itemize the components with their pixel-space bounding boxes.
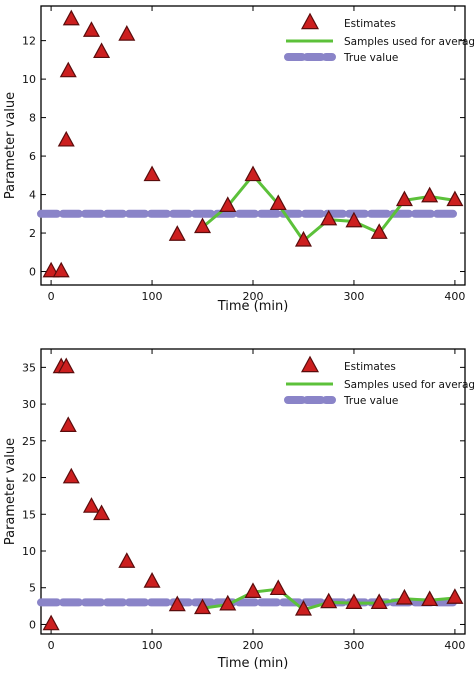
y-tick-label: 0 <box>29 266 36 279</box>
y-tick-label: 4 <box>29 189 36 202</box>
estimate-point <box>294 230 312 247</box>
estimate-point <box>320 209 338 226</box>
estimate-point <box>395 190 413 207</box>
estimate-point <box>42 614 60 631</box>
estimate-point <box>62 9 80 26</box>
y-tick-label: 10 <box>22 545 36 558</box>
estimate-point <box>42 261 60 278</box>
legend-estimates-marker <box>300 355 320 373</box>
estimate-point <box>82 21 100 37</box>
estimate-point <box>446 588 464 604</box>
chart-1: 0 100 200 300 400 0 2 4 6 8 10 12 Time (min) Paramete… <box>3 5 474 314</box>
estimate-point <box>244 165 262 182</box>
y-tick-label: 25 <box>22 435 36 448</box>
x-tick-label: 0 <box>48 290 55 303</box>
y-tick-label: 8 <box>29 112 36 125</box>
estimate-point <box>269 579 287 596</box>
estimate-point <box>269 194 287 211</box>
y-tick-label: 15 <box>22 508 36 521</box>
estimate-point <box>118 552 136 568</box>
x-tick-label: 200 <box>243 639 264 652</box>
legend-true-label: True value <box>343 52 398 64</box>
x-tick-label: 100 <box>142 290 163 303</box>
y-tick-label: 35 <box>22 361 36 374</box>
legend-true-label: True value <box>343 395 398 407</box>
x-tick-label: 200 <box>243 290 264 303</box>
estimate-point <box>143 572 161 588</box>
legend-average-label: Samples used for average <box>344 379 474 391</box>
estimate-point <box>219 594 237 611</box>
x-tick-label: 100 <box>142 639 163 652</box>
y-axis-label: Parameter value <box>3 92 18 199</box>
legend: Estimates Samples used for average True va… <box>284 355 474 407</box>
estimate-point <box>370 223 388 239</box>
estimate-point <box>57 130 75 147</box>
estimate-point <box>59 61 77 78</box>
legend-estimates-marker <box>300 12 320 30</box>
legend-estimates-label: Estimates <box>344 18 396 30</box>
estimate-point <box>93 42 111 59</box>
x-axis-label: Time (min) <box>217 299 289 314</box>
estimate-point <box>194 217 212 234</box>
estimate-point <box>168 225 186 241</box>
estimate-point <box>446 190 464 207</box>
average-samples-line <box>201 173 456 243</box>
estimate-point <box>219 196 237 212</box>
estimate-point <box>52 261 70 278</box>
estimate-point <box>294 599 312 616</box>
estimate-point <box>82 497 100 513</box>
y-tick-label: 5 <box>29 582 36 595</box>
estimate-point <box>57 357 75 374</box>
estimate-point <box>345 211 363 228</box>
legend-average-label: Samples used for average <box>344 36 474 48</box>
estimate-point <box>395 588 413 605</box>
legend-estimates-label: Estimates <box>344 361 396 373</box>
x-tick-label: 300 <box>343 290 364 303</box>
y-tick-label: 20 <box>22 472 36 485</box>
y-tick-label: 2 <box>29 227 36 240</box>
y-tick-label: 12 <box>22 35 36 48</box>
estimate-point <box>345 593 363 609</box>
x-tick-label: 0 <box>48 639 55 652</box>
x-tick-label: 300 <box>343 639 364 652</box>
y-tick-label: 30 <box>22 398 36 411</box>
estimate-point <box>118 25 136 41</box>
estimate-point <box>93 504 111 521</box>
y-axis-label: Parameter value <box>3 438 18 545</box>
estimate-point <box>244 582 262 598</box>
estimate-point <box>168 595 186 612</box>
estimate-point <box>370 593 388 609</box>
estimate-point <box>59 416 77 432</box>
legend: Estimates Samples used for average True va… <box>284 12 474 64</box>
chart-2: 0 100 200 300 400 0 5 10 15 20 25 30 35 Time (min) Par… <box>3 348 474 671</box>
estimate-point <box>421 590 439 607</box>
y-tick-label: 10 <box>22 73 36 86</box>
estimate-point <box>62 467 80 484</box>
x-axis-label: Time (min) <box>217 656 289 671</box>
estimate-point <box>143 165 161 182</box>
y-tick-label: 0 <box>29 618 36 631</box>
estimate-point <box>421 186 439 203</box>
estimate-point <box>320 592 338 609</box>
x-tick-label: 400 <box>444 290 465 303</box>
y-tick-label: 6 <box>29 150 36 163</box>
estimate-point <box>194 598 212 615</box>
x-tick-label: 400 <box>444 639 465 652</box>
